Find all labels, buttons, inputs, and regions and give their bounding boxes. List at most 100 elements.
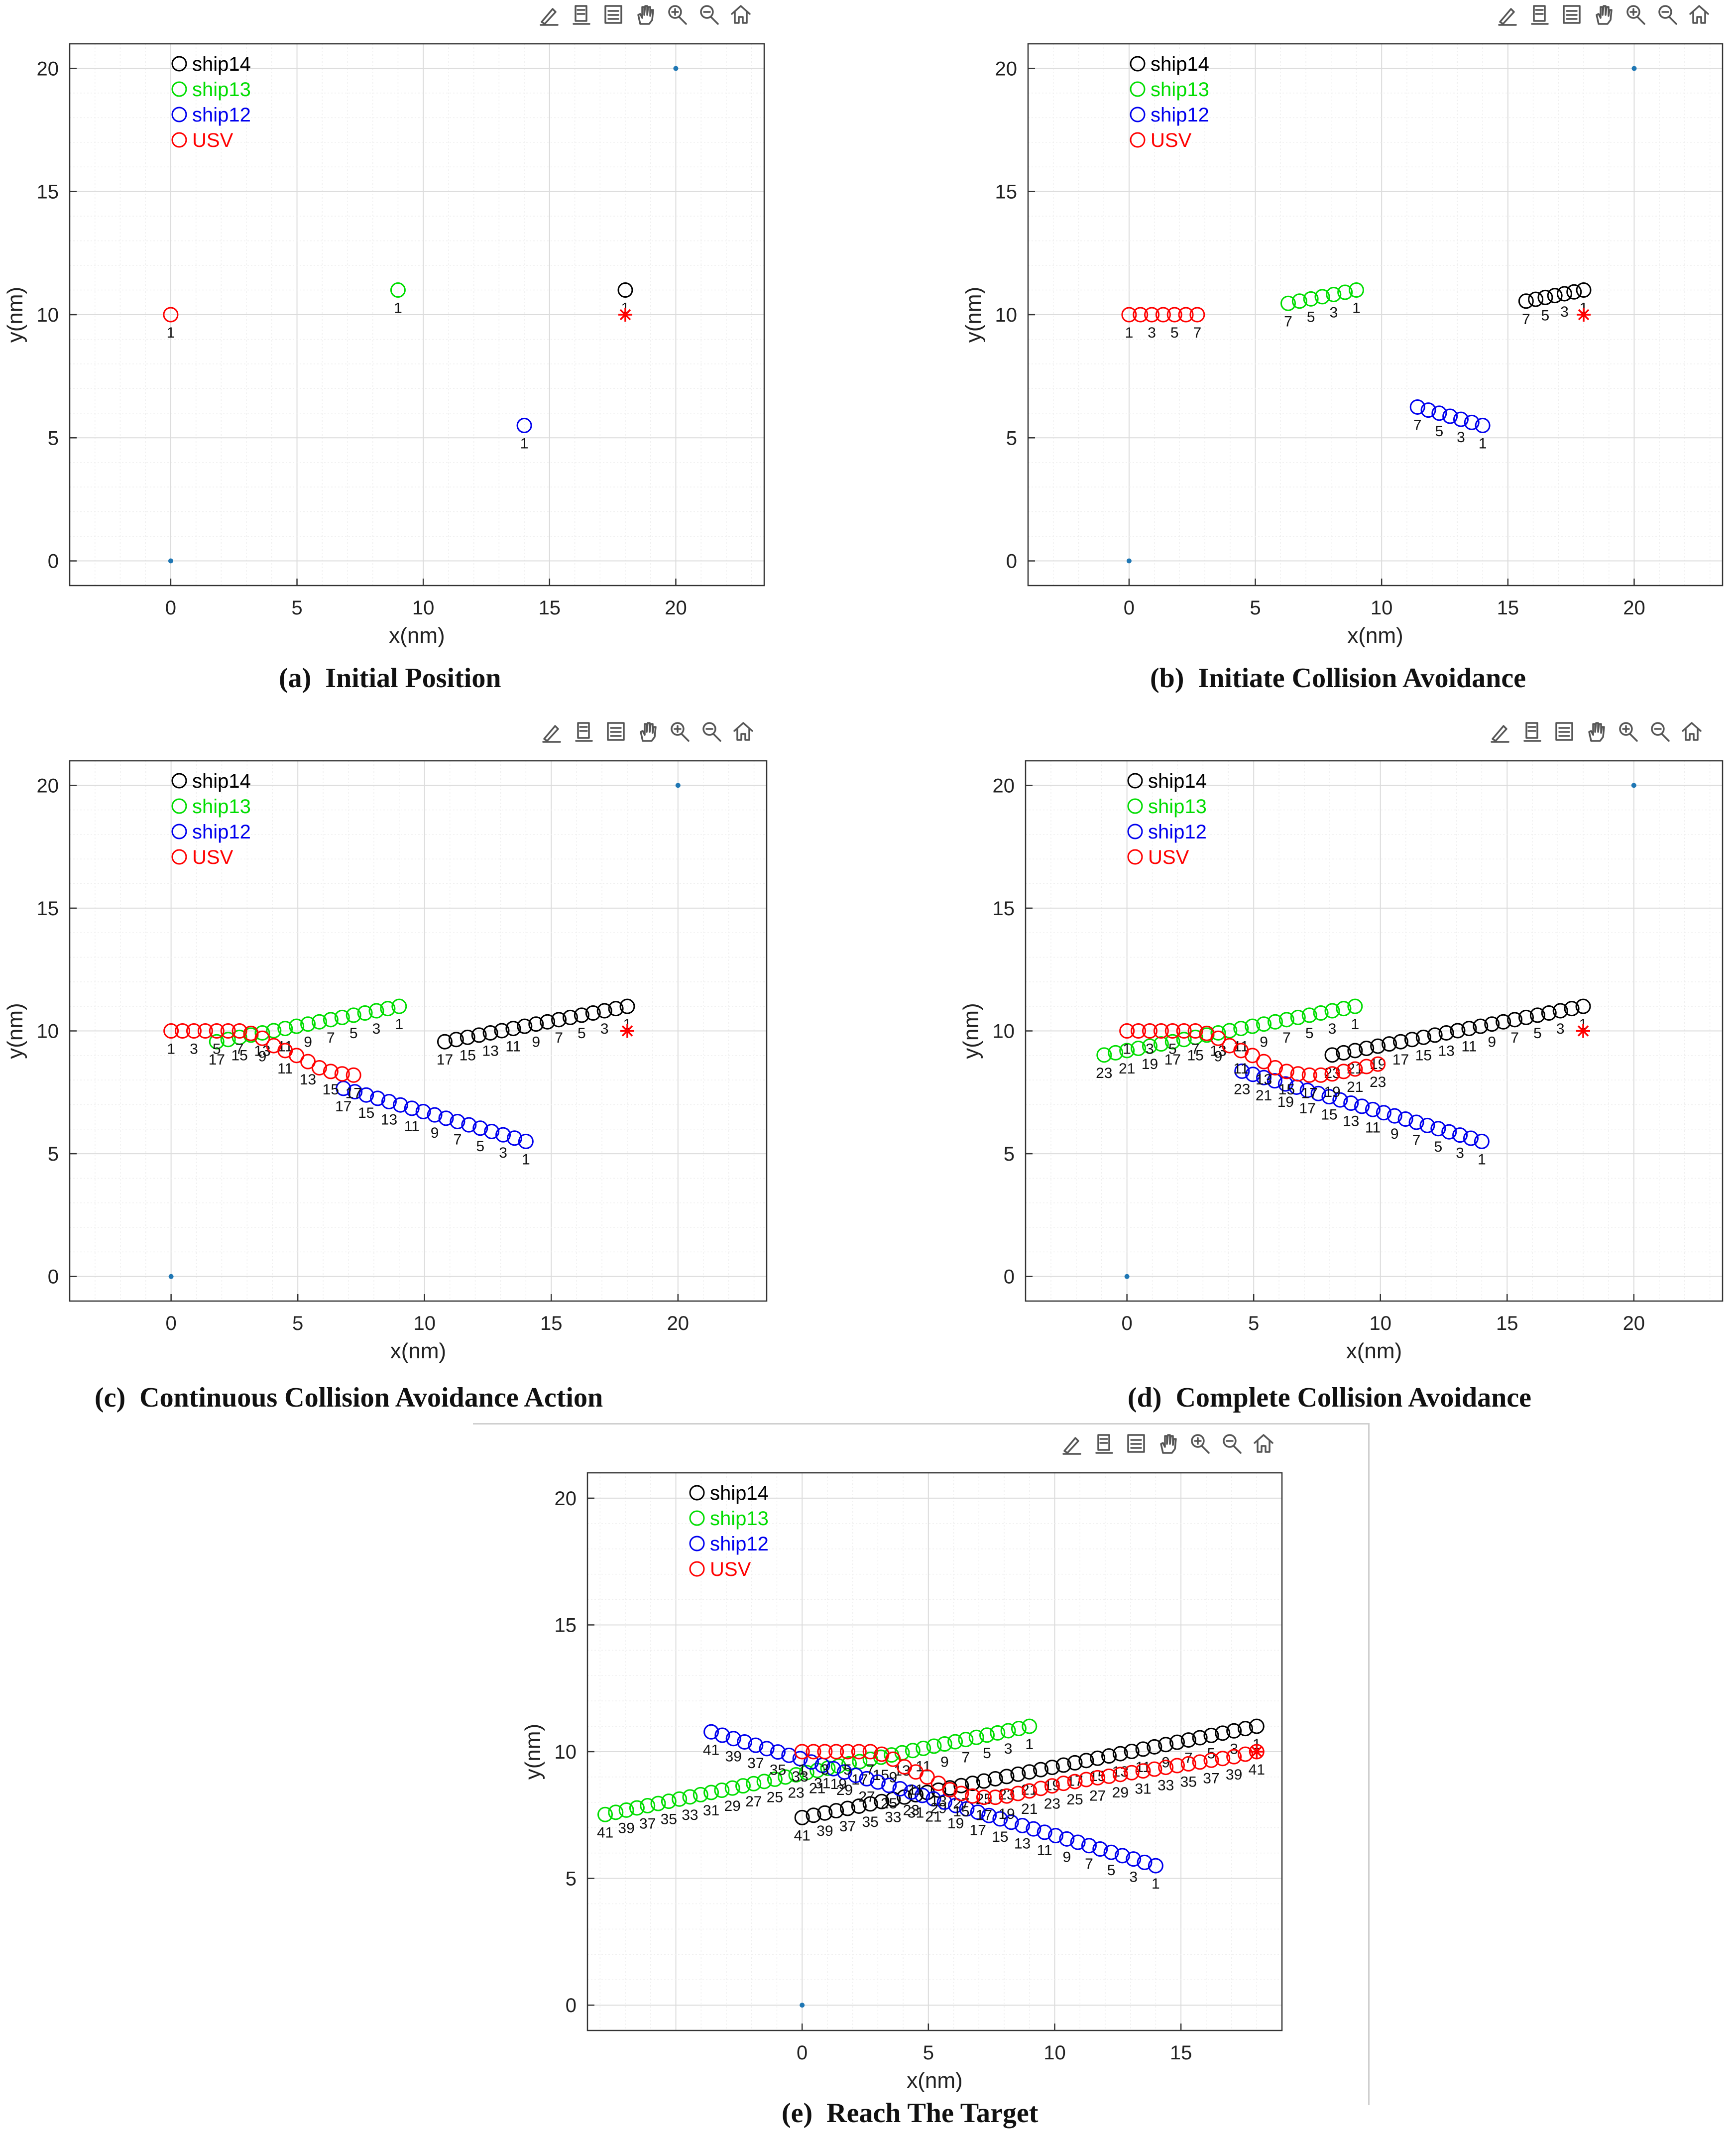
point-label: 7 bbox=[327, 1030, 335, 1046]
pan-icon[interactable] bbox=[1596, 5, 1613, 25]
goal-point bbox=[1631, 783, 1636, 788]
zoom-out-icon[interactable] bbox=[700, 5, 719, 25]
point-ship12 bbox=[970, 1804, 986, 1820]
point-ship14 bbox=[828, 1803, 844, 1819]
point-ship14 bbox=[987, 1771, 1003, 1787]
data-tip-icon[interactable] bbox=[1531, 5, 1549, 25]
data-tip-icon[interactable] bbox=[1523, 722, 1541, 742]
point-ship14 bbox=[1518, 1009, 1534, 1025]
brush-icon[interactable] bbox=[540, 8, 559, 26]
brush-icon[interactable] bbox=[542, 725, 561, 743]
point-label: 3 bbox=[1004, 1741, 1013, 1757]
home-icon[interactable] bbox=[1254, 1434, 1273, 1453]
point-ship14 bbox=[817, 1805, 833, 1821]
point-ship13 bbox=[990, 1725, 1006, 1741]
point-usv bbox=[186, 1023, 202, 1039]
chart-panel-c: 0510152005101520x(nm)y(nm)13579111315171… bbox=[3, 722, 768, 1363]
point-ship12 bbox=[392, 1097, 408, 1113]
point-label: 5 bbox=[1435, 423, 1443, 440]
pan-icon[interactable] bbox=[1588, 722, 1605, 742]
legend-icon[interactable] bbox=[1555, 722, 1573, 741]
point-ship14 bbox=[1237, 1721, 1253, 1737]
point-ship14 bbox=[1496, 1014, 1511, 1030]
legend-label-ship13: ship13 bbox=[192, 79, 251, 101]
legend-label-usv: USV bbox=[192, 846, 233, 868]
point-ship13 bbox=[640, 1798, 656, 1814]
point-label: 9 bbox=[1390, 1126, 1399, 1142]
point-ship13 bbox=[958, 1732, 974, 1748]
point-ship12 bbox=[770, 1744, 786, 1760]
point-ship12 bbox=[792, 1751, 808, 1767]
point-label: 41 bbox=[794, 1827, 810, 1844]
legend-icon[interactable] bbox=[1563, 5, 1581, 24]
x-axis-label: x(nm) bbox=[1347, 623, 1403, 648]
point-label: 35 bbox=[770, 1762, 786, 1779]
target-marker bbox=[620, 1024, 634, 1038]
home-icon[interactable] bbox=[733, 722, 753, 741]
zoom-out-icon[interactable] bbox=[1223, 1434, 1242, 1454]
data-tip-icon[interactable] bbox=[573, 5, 590, 25]
brush-icon[interactable] bbox=[1062, 1437, 1081, 1455]
legend-marker-ship13 bbox=[1127, 798, 1143, 814]
legend-icon[interactable] bbox=[604, 5, 622, 24]
point-usv bbox=[806, 1744, 821, 1760]
home-icon[interactable] bbox=[1689, 5, 1709, 24]
zoom-in-icon[interactable] bbox=[1626, 5, 1645, 25]
data-tip-icon[interactable] bbox=[575, 722, 593, 742]
point-ship12 bbox=[926, 1791, 941, 1807]
point-ship14 bbox=[1090, 1750, 1106, 1766]
y-tick-label: 15 bbox=[555, 1614, 577, 1636]
data-tip-icon[interactable] bbox=[1095, 1434, 1113, 1454]
legend-icon[interactable] bbox=[1127, 1434, 1145, 1453]
home-icon[interactable] bbox=[731, 5, 751, 24]
x-tick-label: 15 bbox=[1496, 1312, 1518, 1334]
point-label: 41 bbox=[1249, 1762, 1265, 1778]
zoom-in-icon[interactable] bbox=[671, 722, 690, 742]
point-ship14 bbox=[1438, 1025, 1454, 1041]
caption-a: (a) Initial Position bbox=[279, 662, 501, 694]
point-label: 3 bbox=[1329, 304, 1338, 321]
y-axis-label: y(nm) bbox=[521, 1724, 545, 1780]
point-label: 15 bbox=[953, 1803, 969, 1820]
zoom-out-icon[interactable] bbox=[1658, 5, 1677, 25]
caption-b-label: (b) bbox=[1150, 663, 1184, 694]
legend-icon-glyph bbox=[1563, 5, 1581, 24]
point-label: 31 bbox=[1135, 1781, 1151, 1797]
point-usv bbox=[1033, 1781, 1049, 1796]
y-tick-label: 0 bbox=[566, 1995, 577, 2017]
point-label: 1 bbox=[520, 436, 529, 452]
caption-d-label: (d) bbox=[1128, 1382, 1162, 1413]
point-ship13 bbox=[629, 1800, 645, 1816]
legend-marker-ship12 bbox=[171, 824, 187, 839]
pan-icon[interactable] bbox=[640, 722, 657, 742]
zoom-out-icon[interactable] bbox=[702, 722, 721, 742]
point-label: 15 bbox=[1415, 1047, 1432, 1064]
point-ship13 bbox=[1348, 282, 1364, 298]
zoom-in-icon[interactable] bbox=[668, 5, 687, 25]
point-label: 11 bbox=[1365, 1119, 1381, 1136]
zoom-in-icon[interactable] bbox=[1191, 1434, 1210, 1454]
pan-icon[interactable] bbox=[637, 5, 654, 25]
point-usv bbox=[1144, 307, 1160, 323]
point-label: 9 bbox=[304, 1034, 312, 1051]
brush-icon[interactable] bbox=[1491, 725, 1509, 743]
x-tick-label: 10 bbox=[413, 1312, 436, 1334]
home-icon[interactable] bbox=[1682, 722, 1702, 741]
legend-marker-ship12 bbox=[689, 1536, 705, 1551]
point-usv bbox=[1210, 1030, 1226, 1046]
point-ship12 bbox=[472, 1120, 488, 1136]
point-label: 37 bbox=[747, 1755, 764, 1772]
point-label: 29 bbox=[1112, 1785, 1129, 1801]
legend-label-ship12: ship12 bbox=[192, 821, 251, 843]
brush-icon[interactable] bbox=[1498, 8, 1517, 26]
point-ship12 bbox=[1310, 1085, 1326, 1101]
y-tick-label: 15 bbox=[993, 898, 1015, 920]
legend-icon[interactable] bbox=[607, 722, 625, 741]
zoom-in-icon[interactable] bbox=[1619, 722, 1638, 742]
pan-icon[interactable] bbox=[1160, 1434, 1177, 1454]
data-tip-icon-glyph bbox=[1531, 5, 1549, 25]
zoom-out-icon[interactable] bbox=[1651, 722, 1670, 742]
point-ship12 bbox=[848, 1768, 864, 1784]
